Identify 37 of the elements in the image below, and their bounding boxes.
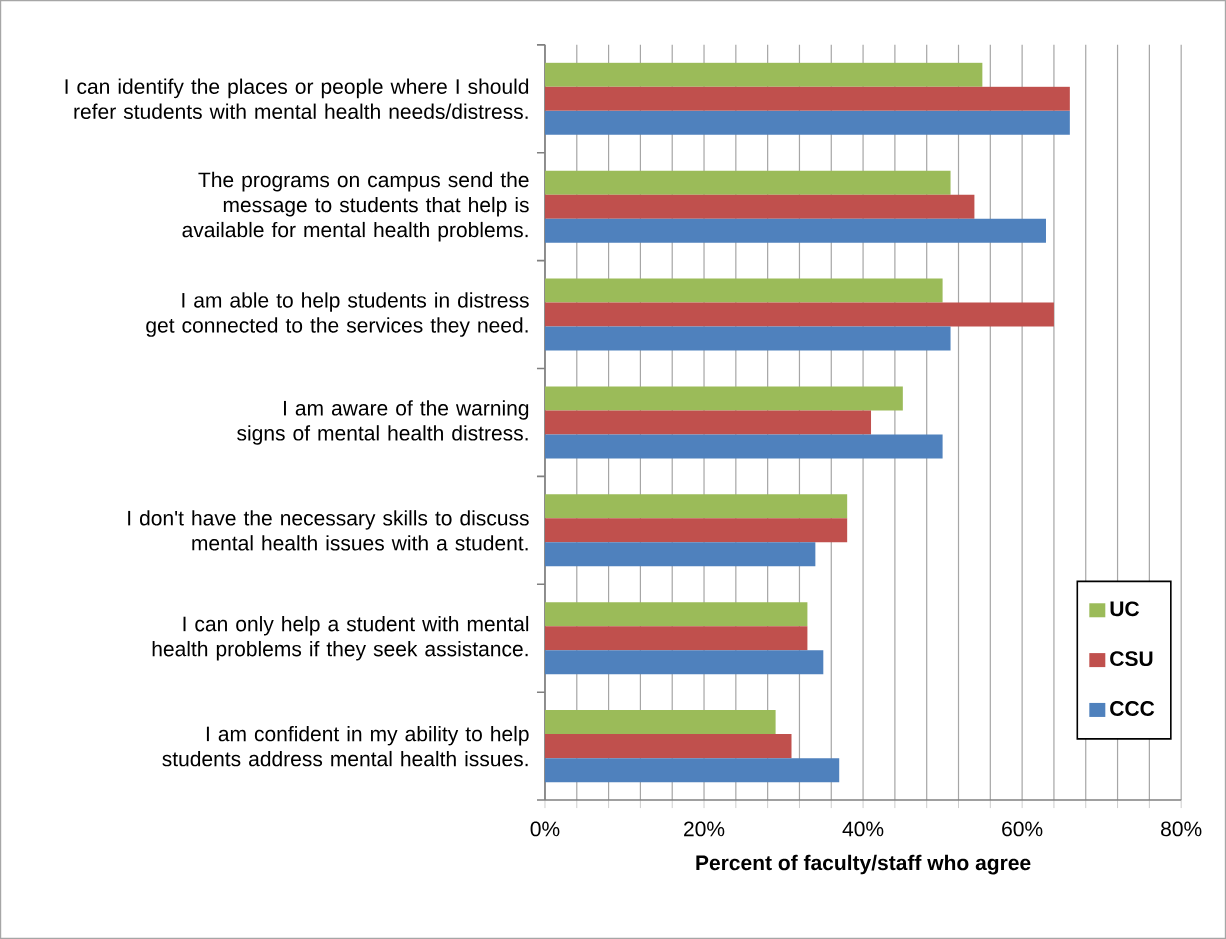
bar xyxy=(544,434,943,459)
x-tick-label: 20% xyxy=(684,821,725,837)
bar xyxy=(544,386,903,411)
bar xyxy=(544,278,943,303)
y-tick-label: I am able to help students in distress get connected to the services they need. xyxy=(146,292,529,337)
bar xyxy=(544,170,951,195)
x-tick-label: 80% xyxy=(1161,821,1202,837)
bar xyxy=(544,518,848,543)
x-axis-title: Percent of faculty/staff who agree xyxy=(696,854,1031,875)
bar xyxy=(544,62,983,87)
bar xyxy=(544,194,975,219)
bar xyxy=(544,710,776,735)
y-tick-label: The programs on campus send the message to students that help is available for mental health problems. xyxy=(182,171,529,242)
bar xyxy=(544,410,872,435)
y-tick-label: I don't have the necessary skills to discuss mental health issues with a student. xyxy=(128,510,529,551)
bar xyxy=(544,542,816,567)
bar xyxy=(544,602,808,627)
y-tick-label: I am confident in my ability to help students address mental health issues. xyxy=(162,725,529,767)
bar xyxy=(544,302,1054,327)
legend-label: CCC xyxy=(1110,701,1155,716)
bar xyxy=(544,758,840,783)
y-tick-label: I can identify the places or people where I should refer students with mental health needs/distress. xyxy=(65,78,529,120)
legend-label: UC xyxy=(1110,601,1140,617)
y-tick-label: I am aware of the warning signs of mental health distress. xyxy=(237,400,529,445)
bar xyxy=(544,110,1070,135)
legend-label: CSU xyxy=(1110,651,1153,667)
bar xyxy=(544,494,848,519)
bar xyxy=(544,650,824,675)
x-tick-label: 0% xyxy=(530,821,560,837)
bar xyxy=(544,326,951,351)
bar xyxy=(544,218,1046,243)
bar xyxy=(544,734,792,759)
bar xyxy=(544,86,1070,111)
x-tick-label: 40% xyxy=(842,821,884,837)
bar xyxy=(544,626,808,651)
x-tick-label: 60% xyxy=(1002,821,1043,837)
y-tick-label: I can only help a student with mental health problems if they seek assistance. xyxy=(152,615,529,661)
